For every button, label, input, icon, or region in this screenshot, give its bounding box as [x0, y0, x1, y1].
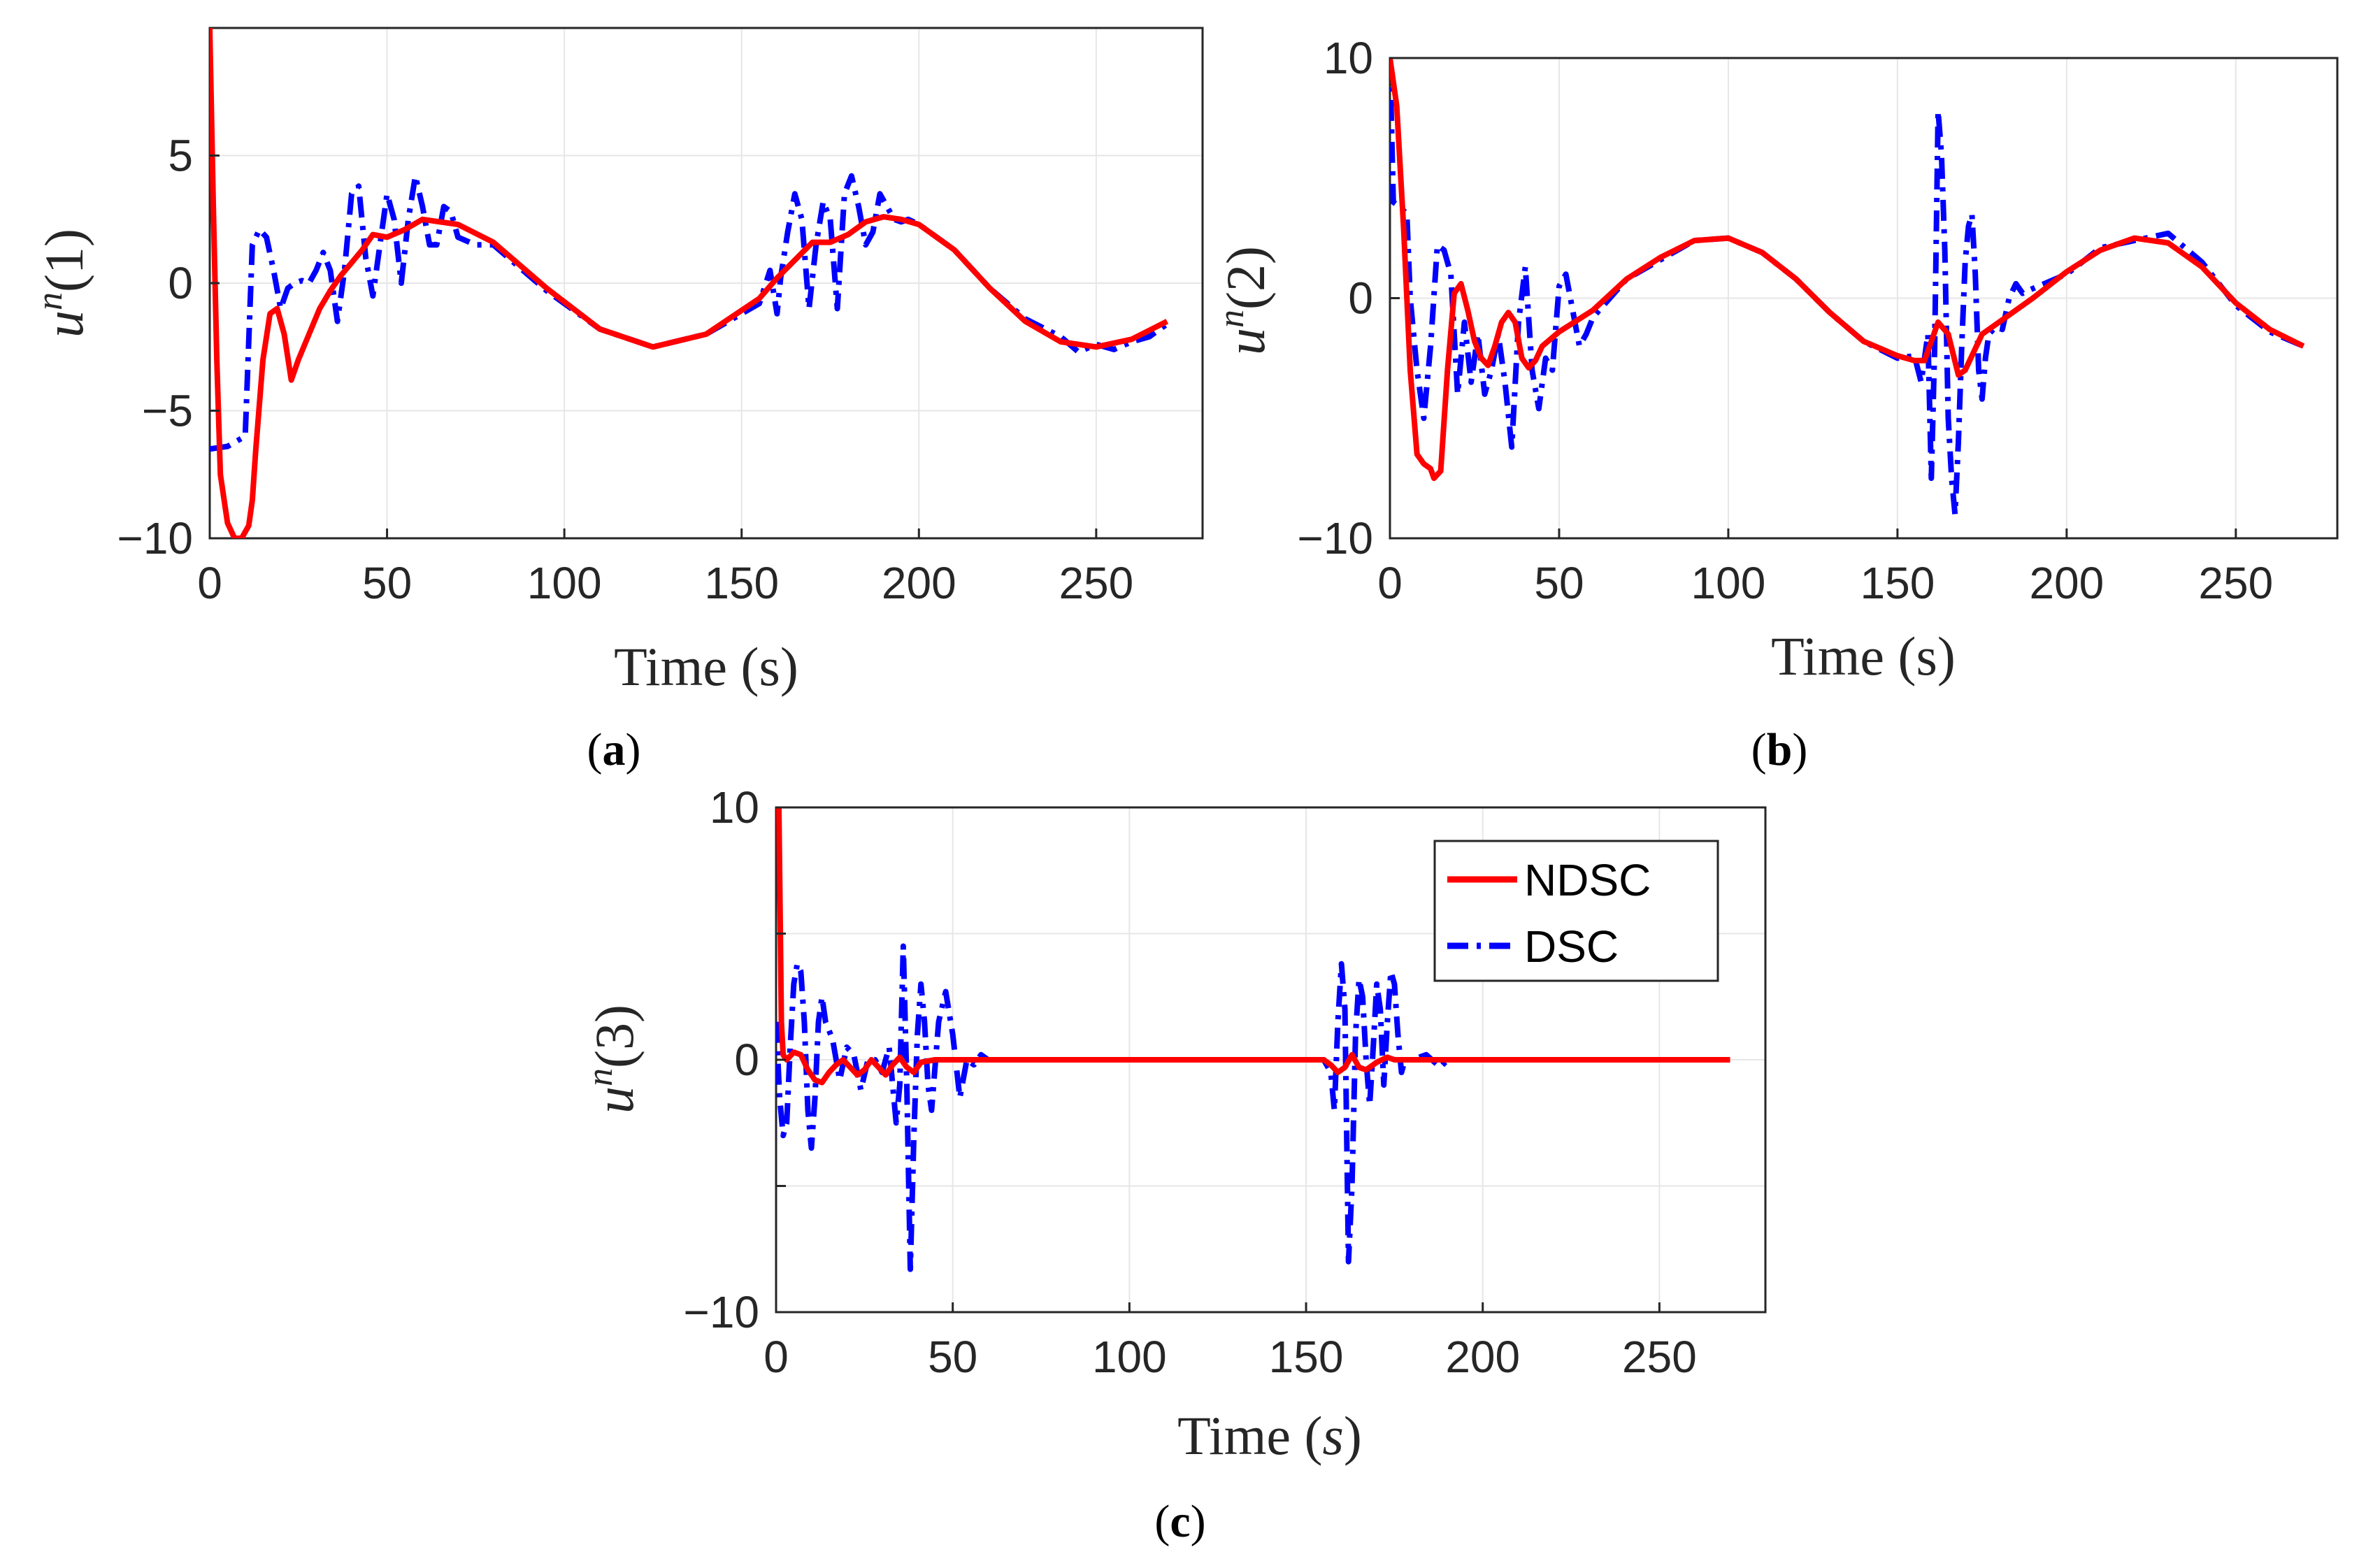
panel-c-xtick-label-0: 0 — [763, 1332, 789, 1382]
legend-box — [1433, 840, 1719, 982]
panel-c-xlabel-var: s — [1323, 1405, 1344, 1466]
panel-b-xtick-label-50: 50 — [1534, 558, 1584, 608]
panel-a-ytick-label-0: 0 — [168, 258, 193, 308]
panel-c-xtick-label-100: 100 — [1092, 1332, 1167, 1382]
panel-a-xtick-label-0: 0 — [197, 558, 222, 608]
panel-a-tick-labels: 0 50 100 150 200 250 −10 −5 0 5 — [117, 131, 1133, 609]
panel-a-xtick-label-100: 100 — [527, 558, 602, 608]
panel-b-caption: (b) — [1751, 724, 1808, 775]
legend-dsc-label: DSC — [1524, 921, 1619, 972]
panel-c-marks — [776, 807, 1730, 1272]
panel-b-ytick-label-10: 10 — [1324, 33, 1373, 83]
panel-c-xlabel-suffix: ) — [1344, 1405, 1362, 1466]
panel-a: 0 50 100 150 200 250 −10 −5 0 5 Time (s) un(1) (a… — [30, 27, 1204, 775]
panel-b-ylabel-sup: n — [1212, 310, 1252, 328]
panel-b-ylabel-arg: (2) — [1215, 246, 1276, 310]
panel-a-ytick-label-5: 5 — [168, 131, 193, 181]
panel-b-y-axis-label: un(2) — [1212, 246, 1276, 355]
panel-c-series-ndsc — [776, 807, 1730, 1086]
panel-c-xtick-label-200: 200 — [1445, 1332, 1520, 1382]
panel-c-ylabel-base: u — [584, 1086, 645, 1114]
panel-b-xtick-label-150: 150 — [1860, 558, 1935, 608]
panel-b-ytick-label-0: 0 — [1348, 273, 1373, 324]
panel-b-ylabel-base: u — [1215, 328, 1276, 355]
panel-c-ylabel-sup: n — [580, 1068, 620, 1086]
panel-a-series-ndsc — [210, 28, 1169, 538]
panel-c-ylabel-arg: (3) — [584, 1005, 645, 1068]
panel-a-y-axis-label: un(1) — [30, 229, 94, 338]
panel-a-caption: (a) — [587, 724, 641, 775]
panel-c-xlabel-prefix: Time ( — [1177, 1405, 1322, 1466]
panel-a-x-axis-label: Time (s) — [614, 636, 798, 697]
panel-a-ytick-label--10: −10 — [117, 513, 193, 563]
panel-c-series-dsc — [776, 943, 1730, 1272]
panel-a-ylabel-sup: n — [30, 292, 70, 310]
panel-a-marks — [210, 28, 1169, 538]
panel-c-ytick-label--10: −10 — [683, 1287, 759, 1337]
panel-b-xtick-label-0: 0 — [1377, 558, 1403, 608]
panel-c-xtick-label-250: 250 — [1622, 1332, 1697, 1382]
panel-c-caption-letter: c — [1170, 1496, 1190, 1547]
panel-a-ylabel-base: u — [34, 310, 94, 338]
legend: NDSC DSC — [1433, 840, 1719, 982]
panel-a-caption-letter: a — [603, 724, 626, 775]
panel-a-xtick-label-50: 50 — [362, 558, 412, 608]
panel-b-x-axis-label: Time (s) — [1771, 626, 1956, 686]
panel-c-ytick-label-0: 0 — [734, 1035, 759, 1085]
panel-c-caption: (c) — [1154, 1496, 1205, 1547]
panel-c-x-axis-label: Time (s) — [1177, 1405, 1362, 1466]
panel-c-xtick-label-50: 50 — [928, 1332, 977, 1382]
panel-b-xtick-label-200: 200 — [2029, 558, 2104, 608]
panel-a-xtick-label-250: 250 — [1059, 558, 1133, 608]
panel-a-ytick-label--5: −5 — [142, 386, 193, 436]
panel-a-xtick-label-150: 150 — [704, 558, 779, 608]
panel-c-xtick-label-150: 150 — [1269, 1332, 1344, 1382]
panel-a-xtick-label-200: 200 — [882, 558, 956, 608]
panel-b-xtick-label-100: 100 — [1691, 558, 1766, 608]
panel-b-series-dsc — [1390, 58, 2305, 517]
panel-c-y-axis-label: un(3) — [580, 1005, 645, 1114]
panel-b-series-ndsc — [1390, 58, 2305, 482]
legend-ndsc-label: NDSC — [1524, 855, 1651, 905]
panel-b-caption-letter: b — [1767, 724, 1793, 775]
panel-a-ylabel-arg: (1) — [34, 229, 94, 292]
panel-b-marks — [1390, 58, 2305, 517]
panel-c-ytick-label-10: 10 — [710, 782, 759, 833]
panel-b-ytick-label--10: −10 — [1297, 513, 1373, 563]
panel-b-xtick-label-250: 250 — [2198, 558, 2273, 608]
